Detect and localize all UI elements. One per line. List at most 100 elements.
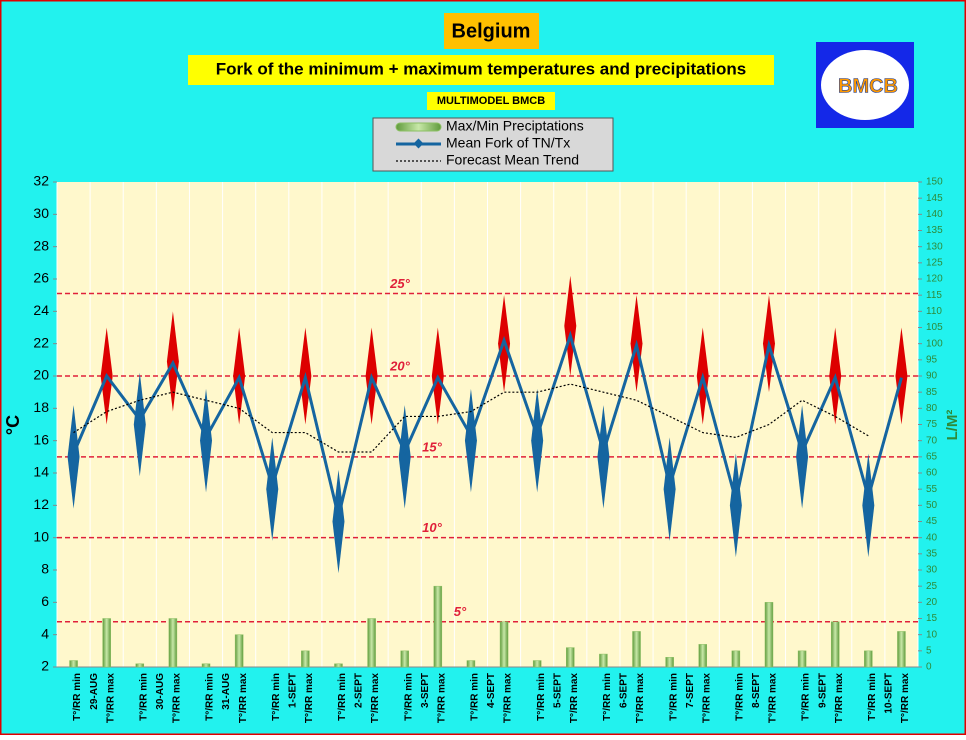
y-tick-label: 32 <box>33 173 49 189</box>
chart-subtitle: Fork of the minimum + maximum temperatur… <box>216 59 746 78</box>
source: MULTIMODEL BMCB <box>437 95 545 107</box>
reference-label: 20° <box>389 358 410 373</box>
y2-axis-label: L/M² <box>944 410 961 441</box>
y2-tick-label: 25 <box>926 581 938 592</box>
precip-bar <box>433 585 443 668</box>
precip-bar <box>168 618 178 668</box>
y-tick-label: 30 <box>33 205 49 221</box>
fork-diamond <box>67 405 80 509</box>
y2-tick-label: 105 <box>926 322 943 333</box>
y-tick-label: 26 <box>33 270 49 286</box>
reference-label: 5° <box>454 604 467 619</box>
y-tick-label: 18 <box>33 399 49 415</box>
date-label: 10-SEPT <box>884 673 895 714</box>
y2-tick-label: 0 <box>926 662 932 673</box>
date-label: 3-SEPT <box>420 673 431 708</box>
title-box <box>444 13 539 49</box>
x-tick-label: T°/RR min <box>536 673 547 721</box>
x-tick-label: T°/RR max <box>768 673 779 724</box>
date-label: 1-SEPT <box>287 673 298 708</box>
x-tick-label: T°/RR max <box>834 673 845 724</box>
x-tick-label: T°/RR min <box>735 673 746 721</box>
y-tick-label: 8 <box>41 561 49 577</box>
y2-tick-label: 115 <box>926 290 942 301</box>
mean-line <box>72 330 903 517</box>
x-tick-label: T°/RR min <box>138 673 149 721</box>
x-tick-label: T°/RR max <box>105 673 116 724</box>
y-tick-label: 16 <box>33 431 49 447</box>
y2-tick-label: 35 <box>926 548 938 559</box>
logo-circle <box>821 50 909 120</box>
precip-bar <box>864 650 873 668</box>
y2-tick-label: 40 <box>926 532 938 543</box>
date-label: 2-SEPT <box>354 673 365 708</box>
fork-diamond <box>796 405 809 509</box>
precip-bar <box>201 663 211 668</box>
x-tick-label: T°/RR max <box>569 673 580 724</box>
precip-bar <box>764 602 774 668</box>
y2-tick-label: 75 <box>926 419 938 430</box>
precip-bar <box>698 644 707 668</box>
precip-bar <box>135 663 145 668</box>
y2-tick-label: 140 <box>926 209 943 220</box>
reference-label: 10° <box>422 520 442 535</box>
legend-marker <box>413 138 424 149</box>
y2-tick-label: 80 <box>926 403 938 414</box>
x-tick-label: T°/RR min <box>271 673 282 721</box>
y2-tick-label: 20 <box>926 597 938 608</box>
date-label: 9-SEPT <box>817 673 828 708</box>
precip-bar <box>897 631 906 668</box>
x-tick-label: T°/RR max <box>370 673 381 724</box>
y-tick-label: 28 <box>33 237 49 253</box>
y-tick-label: 22 <box>33 334 49 350</box>
precip-bar <box>102 618 111 668</box>
precip-bar <box>234 634 244 668</box>
precip-bar <box>566 647 575 668</box>
y2-tick-label: 60 <box>926 468 938 479</box>
x-tick-label: T°/RR max <box>701 673 712 724</box>
date-label: 29-AUG <box>89 673 100 710</box>
y2-tick-label: 120 <box>926 274 943 285</box>
y-tick-label: 6 <box>41 593 49 609</box>
y2-tick-label: 55 <box>926 484 938 495</box>
x-tick-label: T°/RR min <box>602 673 613 721</box>
fork-diamond <box>200 388 213 493</box>
y-tick-label: 12 <box>33 496 49 512</box>
precip-bar <box>797 650 807 668</box>
precip-bar <box>499 621 509 668</box>
subtitle-box <box>188 55 774 85</box>
date-label: 5-SEPT <box>552 673 563 708</box>
legend-swatch <box>395 122 442 132</box>
x-tick-label: T°/RR max <box>304 673 315 724</box>
precip-bar <box>665 657 674 668</box>
chart-title: Belgium <box>452 20 531 42</box>
y-axis-label: °C <box>3 415 23 435</box>
fork-diamond <box>133 372 146 477</box>
fork-diamond <box>398 405 411 509</box>
legend-label: Mean Fork of TN/Tx <box>446 135 570 151</box>
y2-tick-label: 5 <box>926 645 932 656</box>
y-tick-label: 4 <box>41 625 49 641</box>
x-tick-label: T°/RR max <box>172 673 183 724</box>
precip-bar <box>632 631 641 668</box>
y2-tick-label: 65 <box>926 451 938 462</box>
precip-bar <box>466 660 476 668</box>
y2-tick-label: 10 <box>926 629 938 640</box>
y-tick-label: 24 <box>33 302 49 318</box>
source-box <box>427 92 555 110</box>
y2-tick-label: 85 <box>926 387 938 398</box>
legend-label: Max/Min Preciptations <box>446 118 584 134</box>
date-label: 6-SEPT <box>619 673 630 708</box>
precip-bar <box>301 650 310 668</box>
x-tick-label: T°/RR max <box>503 673 514 724</box>
precip-bar <box>731 650 741 668</box>
fork-diamond <box>464 388 477 493</box>
y2-tick-label: 45 <box>926 516 938 527</box>
x-tick-label: T°/RR max <box>238 673 249 724</box>
trend-line <box>73 383 869 453</box>
y2-tick-label: 50 <box>926 500 938 511</box>
y2-tick-label: 90 <box>926 371 938 382</box>
reference-label: 15° <box>422 439 442 454</box>
x-tick-label: T°/RR min <box>72 673 83 721</box>
